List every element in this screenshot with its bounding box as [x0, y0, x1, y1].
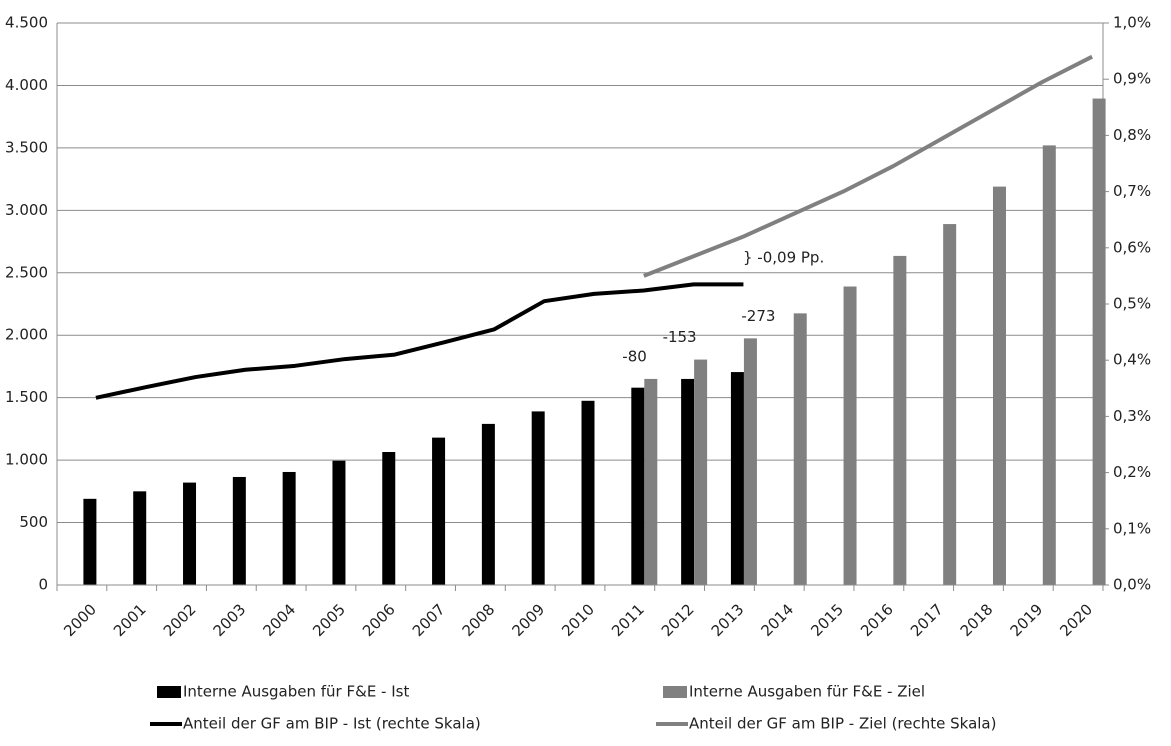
bar [432, 437, 446, 585]
annotation: -153 [663, 328, 697, 346]
y-tick-label: 4.000 [5, 76, 48, 94]
bar [681, 378, 695, 585]
legend-label: Anteil der GF am BIP - Ziel (rechte Skal… [689, 715, 996, 733]
bar [730, 372, 744, 585]
legend-swatch [663, 686, 687, 698]
bar [232, 476, 246, 585]
bar [893, 255, 907, 585]
y-tick-label: 3.500 [5, 138, 48, 156]
x-tick-label: 2005 [309, 600, 349, 640]
legend-label: Anteil der GF am BIP - Ist (rechte Skala… [183, 715, 481, 733]
x-tick-label: 2016 [857, 600, 897, 640]
x-tick-label: 2002 [160, 600, 200, 640]
bar [382, 451, 396, 585]
bar [644, 378, 658, 585]
y-tick-label: 1.000 [5, 451, 48, 469]
bar [531, 411, 545, 585]
bar [1042, 145, 1056, 585]
bar [992, 186, 1006, 586]
x-tick-label: 2001 [110, 600, 150, 640]
y2-tick-label: 0,9% [1113, 70, 1151, 88]
y-tick-label: 2.000 [5, 326, 48, 344]
x-tick-label: 2018 [957, 600, 997, 640]
x-tick-label: 2010 [558, 600, 598, 640]
x-tick-label: 2000 [60, 600, 100, 640]
y2-tick-label: 0,1% [1113, 519, 1151, 537]
annotation: } -0,09 Pp. [743, 249, 824, 267]
x-tick-label: 2003 [210, 600, 250, 640]
x-tick-label: 2020 [1056, 600, 1096, 640]
y-tick-label: 0 [38, 576, 48, 594]
bar [843, 286, 857, 585]
x-tick-label: 2007 [409, 600, 449, 640]
x-tick-label: 2009 [508, 600, 548, 640]
annotation: -80 [622, 347, 647, 365]
x-tick-label: 2017 [907, 600, 947, 640]
legend-label: Interne Ausgaben für F&E - Ziel [689, 683, 925, 701]
y2-tick-label: 0,5% [1113, 295, 1151, 313]
y2-tick-label: 0,8% [1113, 126, 1151, 144]
y2-tick-label: 0,4% [1113, 351, 1151, 369]
y2-tick-label: 1,0% [1113, 14, 1151, 32]
line [643, 54, 1094, 278]
bar [943, 224, 957, 585]
y2-tick-label: 0,7% [1113, 182, 1151, 200]
y-tick-label: 500 [19, 513, 48, 531]
bar [183, 482, 197, 585]
bar [133, 491, 147, 585]
x-tick-label: 2015 [807, 600, 847, 640]
x-tick-label: 2008 [459, 600, 499, 640]
bar [743, 338, 757, 585]
x-tick-label: 2004 [259, 600, 299, 640]
legend-label: Interne Ausgaben für F&E - Ist [183, 683, 409, 701]
y-tick-label: 1.500 [5, 388, 48, 406]
x-tick-label: 2014 [758, 600, 798, 640]
x-tick-label: 2013 [708, 600, 748, 640]
bar [1092, 98, 1106, 586]
bar [631, 387, 645, 585]
y2-tick-label: 0,6% [1113, 238, 1151, 256]
x-tick-label: 2006 [359, 600, 399, 640]
bar [83, 498, 97, 585]
bar [481, 423, 495, 585]
line [95, 282, 744, 400]
annotation: -273 [741, 307, 775, 325]
bar [282, 471, 296, 585]
x-tick-label: 2019 [1007, 600, 1047, 640]
bar [332, 460, 346, 585]
y-tick-label: 3.000 [5, 201, 48, 219]
bar [581, 400, 595, 585]
legend-swatch [157, 686, 181, 698]
y2-tick-label: 0,0% [1113, 576, 1151, 594]
x-tick-label: 2012 [658, 600, 698, 640]
y-tick-label: 4.500 [5, 14, 48, 32]
bar [793, 313, 807, 585]
x-tick-label: 2011 [608, 600, 648, 640]
y-tick-label: 2.500 [5, 263, 48, 281]
y2-tick-label: 0,2% [1113, 463, 1151, 481]
bar [694, 359, 708, 585]
y2-tick-label: 0,3% [1113, 407, 1151, 425]
